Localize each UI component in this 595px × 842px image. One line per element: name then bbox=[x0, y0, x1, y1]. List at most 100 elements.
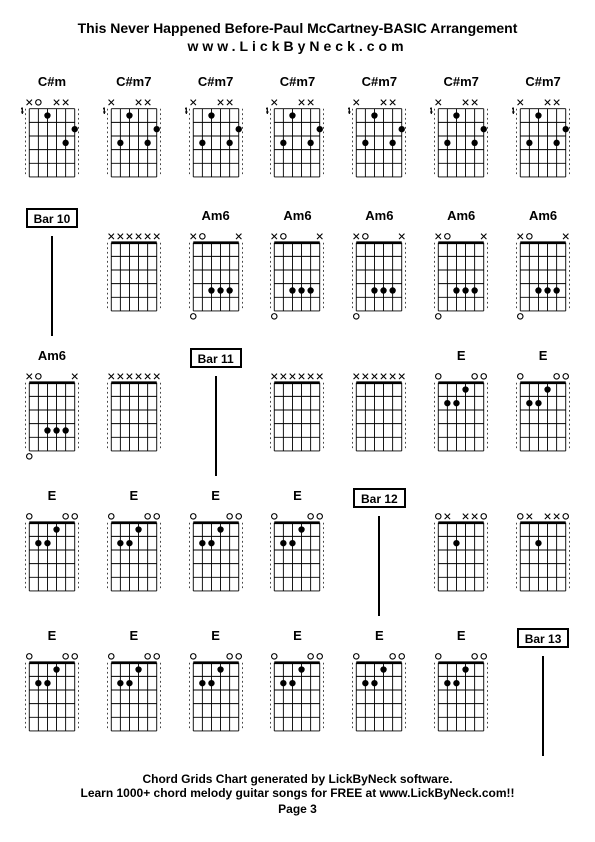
svg-text:4: 4 bbox=[185, 106, 188, 116]
chord-cell: Am6 bbox=[506, 208, 580, 336]
chord-label: E bbox=[293, 628, 302, 646]
chord-diagram: 4 bbox=[21, 96, 83, 196]
chord-label: C#m7 bbox=[444, 74, 479, 92]
chord-cell: Am6 bbox=[424, 208, 498, 336]
chord-cell bbox=[506, 488, 580, 616]
chord-diagram: 4 bbox=[266, 96, 328, 196]
svg-text:4: 4 bbox=[266, 106, 269, 116]
chord-label: C#m7 bbox=[280, 74, 315, 92]
chord-cell: C#m7 4 bbox=[261, 74, 335, 196]
svg-text:4: 4 bbox=[21, 106, 24, 116]
chord-label: C#m7 bbox=[362, 74, 397, 92]
chord-cell: E bbox=[342, 628, 416, 756]
chord-diagram: 4 bbox=[512, 96, 574, 196]
chord-label: Am6 bbox=[283, 208, 311, 226]
chord-cell: C#m 4 bbox=[15, 74, 89, 196]
bar-label: Bar 10 bbox=[26, 208, 79, 228]
chord-diagram bbox=[512, 370, 574, 470]
chord-cell: E bbox=[15, 488, 89, 616]
chord-label: E bbox=[375, 628, 384, 646]
bar-marker: Bar 12 bbox=[342, 488, 416, 616]
chord-diagram bbox=[266, 370, 328, 470]
svg-text:4: 4 bbox=[348, 106, 351, 116]
chord-diagram bbox=[103, 510, 165, 610]
chord-cell: E bbox=[424, 348, 498, 476]
chord-diagram bbox=[430, 230, 492, 330]
chord-label: Am6 bbox=[529, 208, 557, 226]
chord-diagram bbox=[512, 230, 574, 330]
chord-label: E bbox=[293, 488, 302, 506]
svg-text:4: 4 bbox=[103, 106, 106, 116]
bar-line bbox=[215, 376, 217, 476]
chord-diagram bbox=[103, 370, 165, 470]
chord-label: C#m7 bbox=[116, 74, 151, 92]
chord-diagram: 4 bbox=[185, 96, 247, 196]
chord-diagram bbox=[266, 650, 328, 750]
page-number: Page 3 bbox=[15, 802, 580, 816]
chord-label: Am6 bbox=[365, 208, 393, 226]
chord-label: E bbox=[48, 488, 57, 506]
chord-cell: Am6 bbox=[342, 208, 416, 336]
footer-line-2: Learn 1000+ chord melody guitar songs fo… bbox=[15, 786, 580, 800]
chord-label: Am6 bbox=[447, 208, 475, 226]
chord-label: E bbox=[129, 628, 138, 646]
chord-label: C#m7 bbox=[525, 74, 560, 92]
chord-label: E bbox=[539, 348, 548, 366]
bar-label: Bar 12 bbox=[353, 488, 406, 508]
chord-label: E bbox=[457, 348, 466, 366]
chord-cell: C#m7 4 bbox=[424, 74, 498, 196]
chord-cell: C#m7 4 bbox=[97, 74, 171, 196]
chord-diagram bbox=[21, 510, 83, 610]
chord-diagram bbox=[430, 370, 492, 470]
chord-label: Am6 bbox=[202, 208, 230, 226]
chord-grid: C#m 4 C#m7 4 C#m7 4 C#m7 4 C#m7 4 C#m7 4 C#m7 4 Bar 10… bbox=[15, 74, 580, 754]
chord-label: C#m bbox=[38, 74, 66, 92]
chord-diagram bbox=[430, 650, 492, 750]
chord-cell bbox=[97, 348, 171, 476]
page-subtitle: www.LickByNeck.com bbox=[15, 38, 580, 54]
chord-diagram bbox=[266, 510, 328, 610]
chord-diagram bbox=[103, 230, 165, 330]
chord-diagram bbox=[430, 510, 492, 610]
chord-cell: E bbox=[179, 488, 253, 616]
footer: Chord Grids Chart generated by LickByNec… bbox=[15, 772, 580, 816]
chord-cell: E bbox=[506, 348, 580, 476]
chord-cell: E bbox=[261, 488, 335, 616]
chord-label: C#m7 bbox=[198, 74, 233, 92]
bar-marker: Bar 10 bbox=[15, 208, 89, 336]
bar-line bbox=[378, 516, 380, 616]
chord-cell: E bbox=[97, 488, 171, 616]
bar-marker: Bar 11 bbox=[179, 348, 253, 476]
footer-line-1: Chord Grids Chart generated by LickByNec… bbox=[15, 772, 580, 786]
chord-diagram bbox=[348, 650, 410, 750]
chord-diagram: 4 bbox=[103, 96, 165, 196]
chord-cell: E bbox=[261, 628, 335, 756]
chord-diagram bbox=[185, 650, 247, 750]
chord-cell: E bbox=[15, 628, 89, 756]
bar-line bbox=[51, 236, 53, 336]
chord-label: E bbox=[48, 628, 57, 646]
chord-diagram bbox=[185, 510, 247, 610]
chord-cell bbox=[342, 348, 416, 476]
chord-cell: C#m7 4 bbox=[342, 74, 416, 196]
chord-diagram bbox=[185, 230, 247, 330]
bar-line bbox=[542, 656, 544, 756]
bar-label: Bar 11 bbox=[190, 348, 242, 368]
chord-cell bbox=[261, 348, 335, 476]
chord-diagram: 4 bbox=[430, 96, 492, 196]
chord-cell: E bbox=[424, 628, 498, 756]
chord-cell: C#m7 4 bbox=[179, 74, 253, 196]
chord-label: Am6 bbox=[38, 348, 66, 366]
chord-diagram bbox=[512, 510, 574, 610]
chord-diagram bbox=[21, 650, 83, 750]
header: This Never Happened Before-Paul McCartne… bbox=[15, 20, 580, 54]
bar-marker: Bar 13 bbox=[506, 628, 580, 756]
chord-diagram bbox=[21, 370, 83, 470]
bar-label: Bar 13 bbox=[517, 628, 570, 648]
chord-label: E bbox=[129, 488, 138, 506]
chord-cell: Am6 bbox=[179, 208, 253, 336]
chord-label: E bbox=[457, 628, 466, 646]
chord-cell bbox=[97, 208, 171, 336]
chord-cell: E bbox=[179, 628, 253, 756]
chord-diagram bbox=[348, 370, 410, 470]
